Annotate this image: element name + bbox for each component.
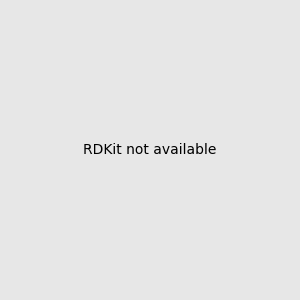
Text: RDKit not available: RDKit not available [83, 143, 217, 157]
